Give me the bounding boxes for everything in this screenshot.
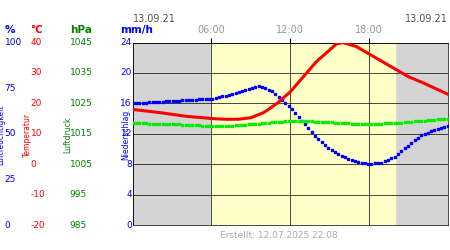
Text: 24: 24 [121,38,132,47]
Text: 25: 25 [4,175,16,184]
Text: 1045: 1045 [70,38,93,47]
Text: 1025: 1025 [70,99,93,108]
Text: mm/h: mm/h [121,25,153,35]
Text: 1005: 1005 [70,160,93,169]
Text: Erstellt: 12.07.2025 22:08: Erstellt: 12.07.2025 22:08 [220,231,338,240]
Text: %: % [4,25,15,35]
Text: 13.09.21: 13.09.21 [133,14,176,24]
Text: 12: 12 [121,129,132,138]
Text: Luftfeuchtigkeit: Luftfeuchtigkeit [0,105,5,165]
Text: 100: 100 [4,38,22,47]
Text: 16: 16 [120,99,132,108]
Text: 1015: 1015 [70,129,93,138]
Text: 20: 20 [121,68,132,78]
Text: 0: 0 [4,220,10,230]
Text: -10: -10 [31,190,45,199]
Text: -20: -20 [31,220,45,230]
Text: 0: 0 [31,160,36,169]
Text: 10: 10 [31,129,42,138]
Text: 8: 8 [126,160,132,169]
Text: Niederschlag: Niederschlag [122,110,130,160]
Text: 0: 0 [126,220,132,230]
Text: °C: °C [31,25,43,35]
Text: 1035: 1035 [70,68,93,78]
Text: 75: 75 [4,84,16,92]
Bar [212,42,395,225]
Text: 20: 20 [31,99,42,108]
Text: Temperatur: Temperatur [22,113,32,157]
Text: 40: 40 [31,38,42,47]
Text: 995: 995 [70,190,87,199]
Text: 13.09.21: 13.09.21 [405,14,448,24]
Text: 985: 985 [70,220,87,230]
Text: hPa: hPa [70,25,92,35]
Text: 30: 30 [31,68,42,78]
Text: Luftdruck: Luftdruck [63,117,72,153]
Text: 50: 50 [4,129,16,138]
Text: 4: 4 [126,190,132,199]
